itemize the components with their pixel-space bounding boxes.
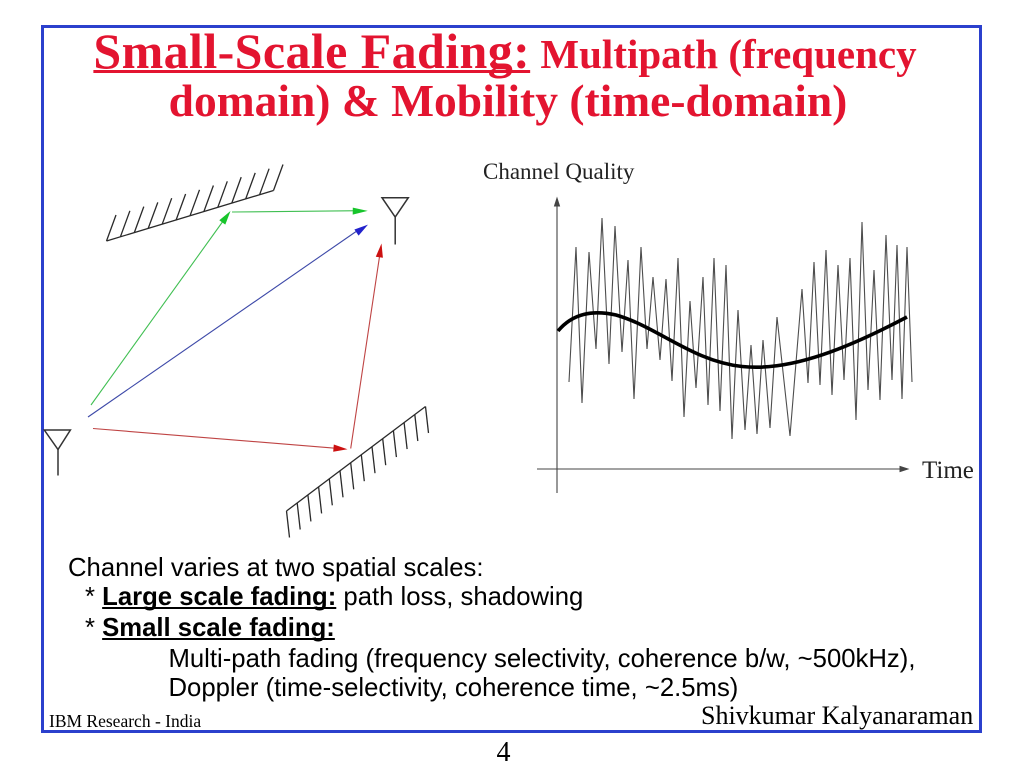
svg-text:Channel Quality: Channel Quality (483, 159, 635, 184)
svg-text:Time: Time (922, 457, 974, 484)
